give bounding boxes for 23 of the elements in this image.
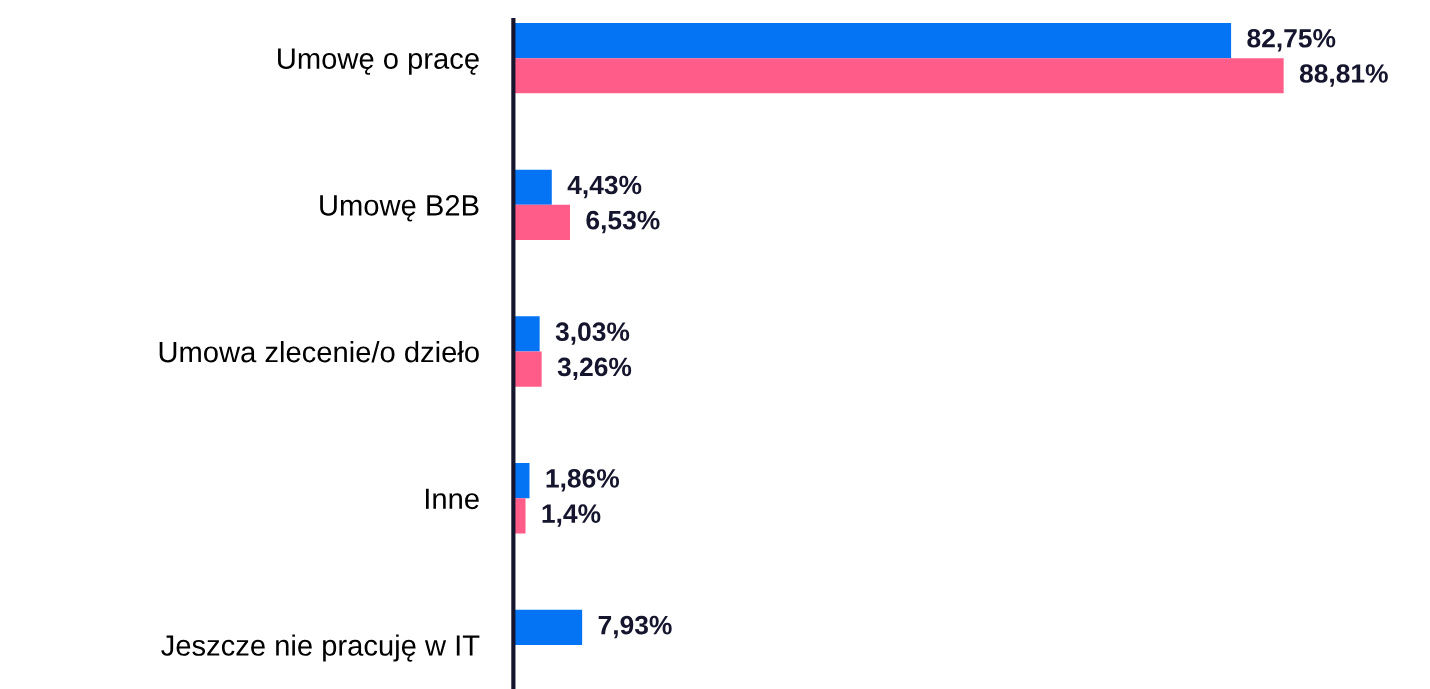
y-tick-label: Jeszcze nie pracuję w IT bbox=[161, 634, 480, 662]
data-label: 7,93% bbox=[598, 615, 672, 639]
data-label: 6,53% bbox=[586, 210, 660, 234]
y-tick-label: Inne bbox=[425, 488, 479, 510]
data-label: 88,81% bbox=[1299, 64, 1388, 87]
bar bbox=[513, 351, 542, 387]
data-label: 1,86% bbox=[546, 469, 620, 492]
bar bbox=[513, 204, 571, 241]
bar bbox=[513, 609, 583, 645]
bar bbox=[513, 58, 1284, 94]
data-label: 82,75% bbox=[1247, 28, 1336, 52]
bar bbox=[513, 463, 530, 499]
bar bbox=[513, 169, 552, 205]
data-label: 3,26% bbox=[557, 357, 632, 381]
data-label: 4,43% bbox=[567, 175, 642, 199]
data-label: 3,03% bbox=[555, 322, 630, 345]
y-tick-label: Umowę B2B bbox=[320, 195, 479, 222]
y-tick-label: Umowa zlecenie/o dzieło bbox=[159, 340, 479, 363]
bar bbox=[513, 316, 540, 352]
y-tick-label: Umowę o pracę bbox=[278, 48, 479, 75]
bar bbox=[513, 22, 1232, 59]
data-label: 1,4% bbox=[542, 504, 601, 527]
bar bbox=[513, 498, 526, 534]
